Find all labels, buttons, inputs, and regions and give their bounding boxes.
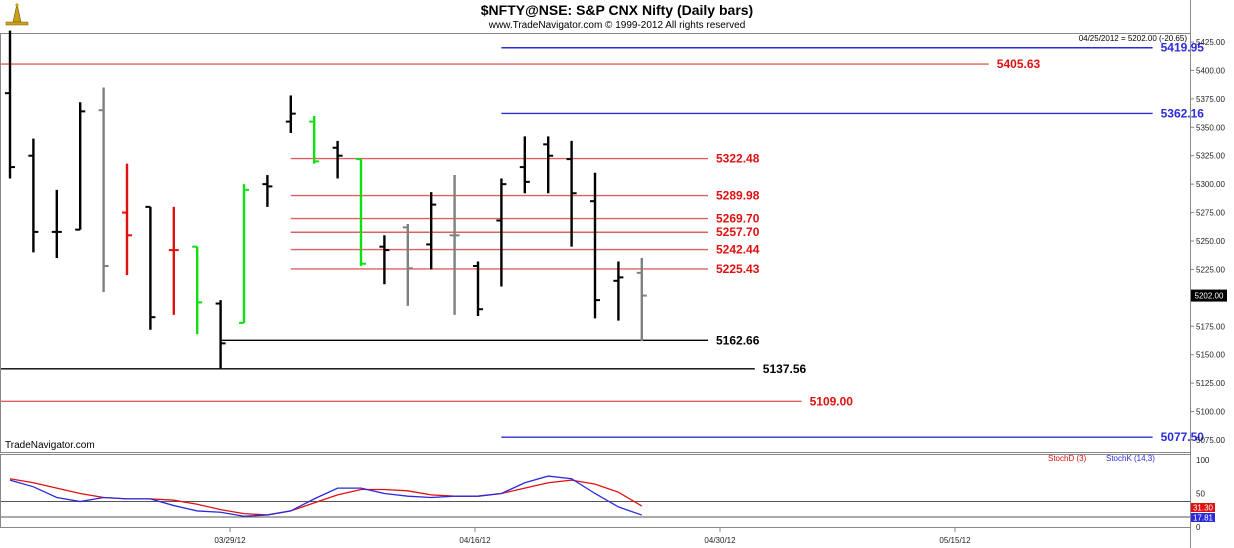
price-axis-label: 5175.00 bbox=[1196, 322, 1225, 331]
price-axis-label: 5350.00 bbox=[1196, 123, 1225, 132]
ohlc-bar bbox=[5, 30, 15, 179]
ohlc-bar bbox=[309, 115, 320, 164]
ohlc-bar bbox=[98, 87, 109, 293]
ohlc-bar bbox=[449, 175, 460, 315]
date-axis: 03/29/12 04/16/12 04/30/12 05/15/12 bbox=[214, 528, 971, 545]
watermark-text: TradeNavigator.com bbox=[5, 440, 95, 451]
stoch-last-value: 17.81 bbox=[1193, 514, 1214, 523]
price-axis-label: 5075.00 bbox=[1196, 436, 1225, 445]
stoch-series-line bbox=[9, 478, 643, 516]
level-label: 5405.63 bbox=[997, 57, 1041, 71]
ohlc-bar bbox=[285, 95, 296, 133]
price-axis: 5425.00 5400.00 5375.00 5350.00 5325.00 5300.… bbox=[1190, 38, 1225, 445]
ohlc-bar bbox=[636, 258, 647, 342]
price-axis-label: 5400.00 bbox=[1196, 66, 1225, 75]
ohlc-bar bbox=[145, 205, 156, 330]
price-axis-label: 5125.00 bbox=[1196, 379, 1225, 388]
level-label: 5419.95 bbox=[1161, 41, 1205, 55]
ohlc-bar bbox=[590, 172, 600, 319]
level-label: 5225.43 bbox=[716, 262, 760, 276]
ohlc-bar bbox=[566, 140, 577, 247]
ohlc-bar bbox=[51, 189, 62, 259]
last-price-marker: 5202.00 bbox=[1191, 289, 1227, 302]
last-info-text: 04/25/2012 = 5202.00 (-20.65) bbox=[1079, 34, 1188, 43]
ohlc-bar bbox=[122, 163, 132, 276]
price-axis-label: 5100.00 bbox=[1196, 408, 1225, 417]
level-label: 5077.50 bbox=[1161, 430, 1205, 444]
price-axis-label: 5375.00 bbox=[1196, 95, 1225, 104]
ohlc-bar bbox=[239, 184, 249, 324]
date-axis-label: 05/15/12 bbox=[939, 536, 971, 545]
level-label: 5289.98 bbox=[716, 189, 760, 203]
level-label: 5109.00 bbox=[810, 394, 854, 408]
level-label: 5269.70 bbox=[716, 212, 760, 226]
price-levels: 5419.95 5405.63 5362.16 5322.48 5289.98 5269.… bbox=[1, 41, 1204, 444]
ohlc-bar bbox=[75, 102, 86, 231]
date-axis-label: 04/16/12 bbox=[459, 536, 491, 545]
ohlc-bar bbox=[402, 223, 413, 306]
ohlc-bars bbox=[5, 30, 647, 369]
trade-navigator-logo bbox=[2, 2, 32, 30]
price-axis-label: 5325.00 bbox=[1196, 152, 1225, 161]
ohlc-bar bbox=[426, 192, 437, 270]
last-price-label: 5202.00 bbox=[1195, 292, 1224, 301]
date-axis-label: 03/29/12 bbox=[214, 536, 246, 545]
stoch-last-value: 31.30 bbox=[1193, 504, 1214, 513]
date-axis-label: 04/30/12 bbox=[704, 536, 736, 545]
ohlc-bar bbox=[356, 158, 366, 267]
level-label: 5257.70 bbox=[716, 225, 760, 239]
ohlc-bar bbox=[613, 261, 624, 321]
ohlc-bar bbox=[262, 175, 273, 207]
stoch-legend-entry: StochK (14,3) bbox=[1106, 454, 1155, 463]
ohlc-bar bbox=[473, 261, 483, 317]
ohlc-bar bbox=[543, 136, 554, 194]
stoch-axis-label: 50 bbox=[1196, 490, 1205, 499]
ohlc-bar bbox=[332, 140, 343, 179]
chart-title: $NFTY@NSE: S&P CNX Nifty (Daily bars) bbox=[481, 2, 753, 18]
ohlc-bar bbox=[192, 245, 203, 335]
stoch-legend-entry: StochD (3) bbox=[1048, 454, 1087, 463]
stoch-axis-label: 0 bbox=[1196, 523, 1201, 532]
level-label: 5362.16 bbox=[1161, 106, 1205, 120]
ohlc-bar bbox=[215, 300, 226, 369]
price-axis-label: 5300.00 bbox=[1196, 180, 1225, 189]
copyright-text: www.TradeNavigator.com © 1999-2012 All r… bbox=[488, 20, 746, 31]
price-axis-label: 5150.00 bbox=[1196, 351, 1225, 360]
stoch-axis-label: 100 bbox=[1196, 456, 1210, 465]
ohlc-bar bbox=[168, 206, 179, 315]
level-label: 5162.66 bbox=[716, 333, 760, 347]
level-label: 5242.44 bbox=[716, 243, 760, 257]
ohlc-bar bbox=[379, 235, 390, 285]
price-axis-label: 5275.00 bbox=[1196, 209, 1225, 218]
price-axis-label: 5225.00 bbox=[1196, 265, 1225, 274]
ohlc-bar bbox=[28, 138, 39, 253]
price-axis-label: 5250.00 bbox=[1196, 237, 1225, 246]
stoch-series-line bbox=[9, 475, 643, 517]
ohlc-bar bbox=[519, 136, 530, 194]
price-axis-label: 5425.00 bbox=[1196, 38, 1225, 47]
level-label: 5137.56 bbox=[763, 362, 807, 376]
ohlc-bar bbox=[496, 178, 507, 287]
level-label: 5322.48 bbox=[716, 152, 760, 166]
